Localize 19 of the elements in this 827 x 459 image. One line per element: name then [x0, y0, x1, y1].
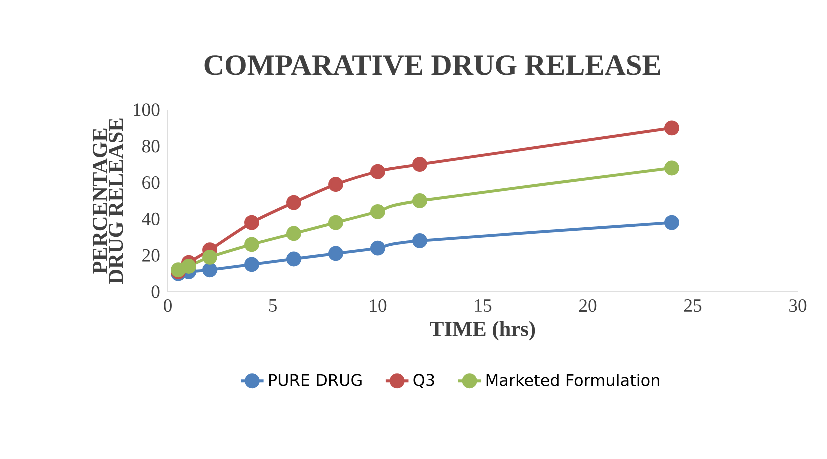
x-tick-label: 5	[269, 300, 277, 312]
y-tick-label: 40	[142, 212, 160, 226]
y-tick-label: 80	[142, 140, 160, 153]
x-tick-label: 10	[370, 300, 387, 312]
x-tick-label: 20	[579, 300, 597, 312]
chart-title: COMPARATIVE DRUG RELEASE	[204, 56, 660, 76]
legend-label: PURE DRUG	[270, 374, 362, 386]
legend-label: Q3	[414, 374, 434, 388]
y-tick-label: 100	[134, 104, 160, 116]
y-tick-label: 20	[142, 249, 160, 262]
y-tick-label: 60	[142, 176, 160, 190]
x-tick-label: 0	[164, 300, 172, 312]
y-tick-label: 0	[152, 286, 160, 298]
x-tick-label: 15	[475, 300, 492, 312]
legend-label: Marketed Formulation	[486, 374, 660, 386]
y-axis-title: PERCENTAGE DRUG RELEASE	[92, 118, 124, 284]
x-axis-title: TIME (hrs)	[430, 321, 536, 341]
x-tick-label: 30	[790, 300, 807, 312]
x-tick-label: 25	[684, 300, 702, 312]
